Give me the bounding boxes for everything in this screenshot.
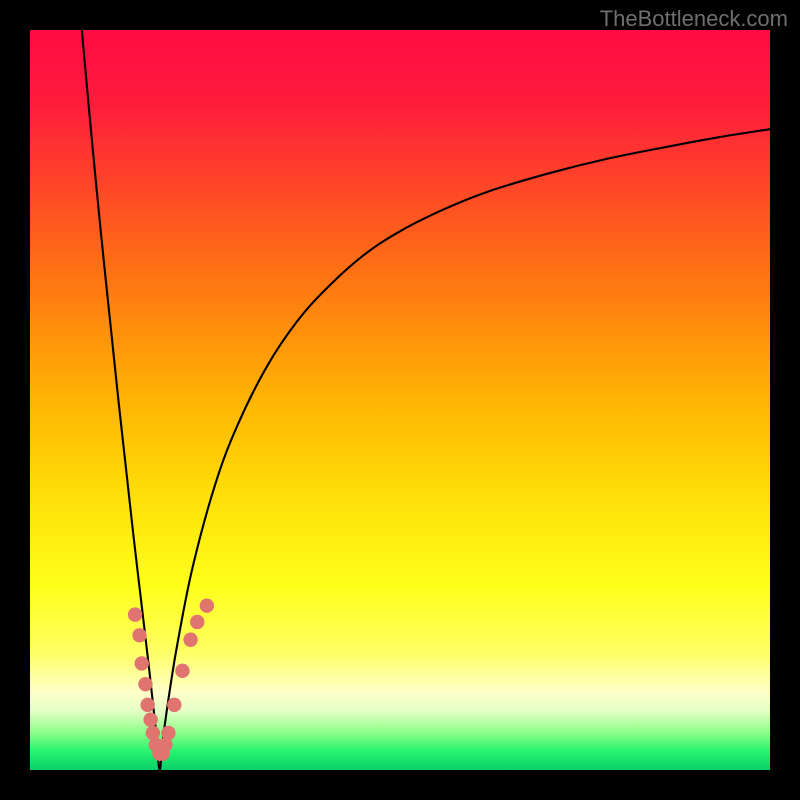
data-marker (161, 726, 175, 740)
data-marker (135, 656, 149, 670)
data-marker (143, 712, 157, 726)
data-marker (167, 698, 181, 712)
data-marker (183, 633, 197, 647)
data-marker (175, 664, 189, 678)
data-marker (200, 599, 214, 613)
chart-svg (0, 0, 800, 800)
data-marker (190, 615, 204, 629)
data-marker (140, 698, 154, 712)
data-marker (128, 607, 142, 621)
data-marker (132, 628, 146, 642)
bottleneck-chart: TheBottleneck.com (0, 0, 800, 800)
data-marker (138, 677, 152, 691)
